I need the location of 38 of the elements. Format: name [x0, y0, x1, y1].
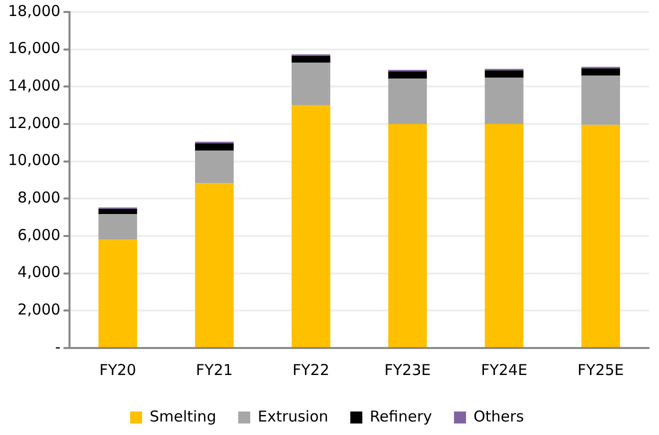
bar: [581, 124, 620, 347]
bar: [581, 68, 620, 76]
x-tick-label: FY25E: [578, 360, 624, 379]
y-tick-label: 6,000: [18, 226, 60, 244]
y-tick-label: 12,000: [8, 114, 60, 132]
x-tick-label: FY24E: [480, 360, 528, 379]
x-tick-label: FY23E: [384, 360, 431, 379]
y-tick-label: 18,000: [8, 2, 60, 20]
y-tick-label: 10,000: [8, 151, 60, 170]
y-tick-label: 16,000: [8, 39, 60, 58]
bar: [292, 104, 330, 347]
y-tick-label: 8,000: [18, 188, 60, 207]
x-tick-label: FY20: [99, 360, 136, 379]
bar: [195, 143, 234, 151]
x-tick-label: FY21: [196, 360, 233, 379]
bar: [98, 240, 138, 347]
legend-label: Extrusion: [258, 407, 328, 426]
bar: [292, 56, 330, 63]
y-tick-label: 14,000: [8, 76, 60, 95]
bar: [195, 150, 234, 184]
y-tick-label: 4,000: [18, 263, 60, 282]
bar: [98, 214, 138, 240]
bar: [581, 76, 620, 125]
y-tick-label: 2,000: [18, 300, 60, 319]
legend-label: Others: [473, 407, 524, 426]
bar: [388, 124, 427, 347]
bar: [484, 124, 524, 347]
legend-label: Refinery: [370, 407, 432, 426]
bar: [98, 208, 138, 214]
bar: [484, 70, 524, 78]
bar: [388, 71, 427, 79]
legend-label: Smelting: [150, 407, 216, 426]
bar: [292, 62, 330, 105]
y-tick-label: -: [55, 338, 60, 356]
bar: [388, 78, 427, 124]
x-tick-label: FY22: [292, 360, 330, 379]
bar: [195, 183, 234, 347]
bar: [484, 78, 524, 124]
